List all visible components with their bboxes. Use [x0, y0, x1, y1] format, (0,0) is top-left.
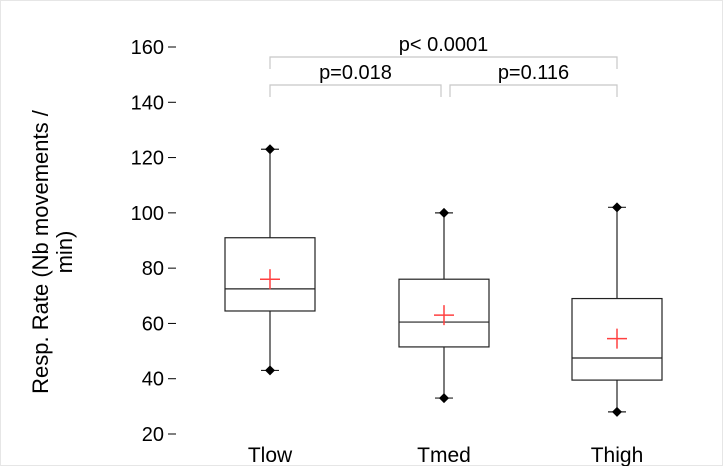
extreme-marker-max: [439, 207, 449, 218]
bracket: p=0.018: [269, 62, 442, 97]
p-value-label: p< 0.0001: [399, 34, 489, 56]
bracket-line: [269, 84, 442, 97]
x-category-label: Tmed: [417, 444, 471, 466]
box-series: [224, 144, 663, 417]
x-category-label: Tlow: [248, 444, 293, 466]
y-axis-title: Resp. Rate (Nb movements / min): [28, 109, 77, 394]
box-tlow: [224, 144, 316, 376]
y-tick-label: 160: [131, 37, 164, 59]
y-tick-label: 120: [131, 148, 164, 170]
y-tick-label: 20: [142, 424, 164, 446]
box-tmed: [398, 207, 490, 404]
p-value-label: p=0.018: [319, 62, 392, 84]
extreme-marker-max: [612, 202, 622, 213]
bracket-line: [449, 84, 618, 97]
y-tick-label: 80: [142, 258, 164, 280]
x-axis-labels: Tlow Tmed Thigh: [248, 444, 644, 467]
bracket: p< 0.0001: [269, 34, 618, 69]
extreme-marker-max: [265, 144, 275, 155]
y-axis-title-line-2: min): [52, 231, 77, 274]
p-value-label: p=0.116: [498, 62, 569, 84]
y-tick-label: 100: [131, 203, 164, 225]
y-tick-label: 140: [131, 92, 164, 114]
y-axis-title-line-1: Resp. Rate (Nb movements /: [28, 109, 53, 394]
extreme-marker-min: [265, 365, 275, 376]
x-category-label: Thigh: [591, 444, 644, 466]
extreme-marker-min: [439, 393, 449, 404]
y-tick-label: 60: [142, 313, 164, 335]
bracket-line: [269, 56, 618, 69]
significance-brackets: p=0.018 p=0.116 p< 0.0001: [269, 34, 618, 97]
bracket: p=0.116: [449, 62, 618, 97]
box-thigh: [571, 202, 663, 417]
extreme-marker-min: [612, 406, 622, 417]
y-tick-label: 40: [142, 369, 164, 391]
y-axis: 20 40 60 80 100 120 140 160: [131, 37, 176, 446]
